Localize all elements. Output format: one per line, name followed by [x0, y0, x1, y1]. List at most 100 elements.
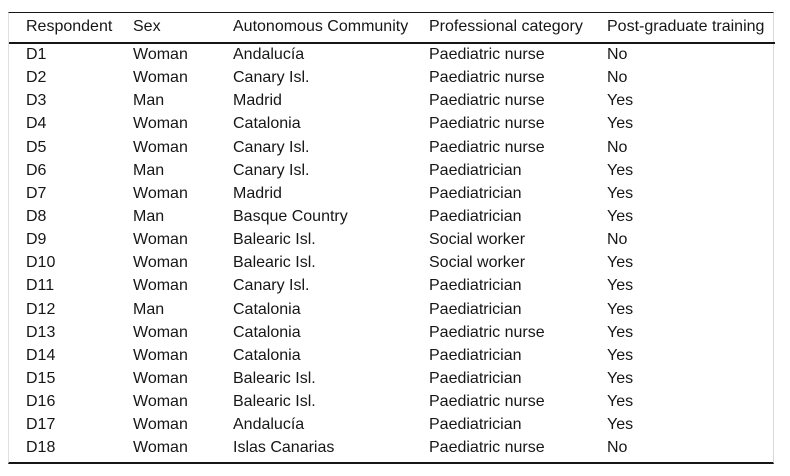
- table-cell: Man: [133, 208, 165, 226]
- table-cell: Woman: [133, 277, 188, 295]
- table-cell: Woman: [133, 323, 188, 341]
- table-cell: Man: [133, 161, 165, 179]
- table-cell: Yes: [607, 300, 634, 318]
- table-row: D5 Woman Canary Isl. Paediatric nurse No: [9, 136, 775, 159]
- table-cell: Paediatric nurse: [429, 69, 545, 87]
- table-cell: Woman: [133, 46, 188, 64]
- table-cell: No: [607, 138, 628, 156]
- table-cell: Balearic Isl.: [233, 254, 316, 272]
- table-cell: D6: [26, 161, 47, 179]
- table-cell: Balearic Isl.: [233, 393, 316, 411]
- table-cell: D14: [26, 346, 56, 364]
- table-row: D7 Woman Madrid Paediatrician Yes: [9, 182, 775, 205]
- table-cell: D15: [26, 370, 56, 388]
- table-cell: Paediatric nurse: [429, 138, 545, 156]
- table-cell: Social worker: [429, 231, 526, 249]
- table-cell: Man: [133, 300, 165, 318]
- table-cell: Social worker: [429, 254, 526, 272]
- table-cell: D13: [26, 323, 56, 341]
- table-cell: Paediatrician: [429, 161, 522, 179]
- table-cell: Paediatric nurse: [429, 92, 545, 110]
- table-row: D9 Woman Balearic Isl. Social worker No: [9, 229, 775, 252]
- table-cell: No: [607, 69, 628, 87]
- table-cell: No: [607, 231, 628, 249]
- table-cell: D12: [26, 300, 56, 318]
- table-row: D15 Woman Balearic Isl. Paediatrician Yes: [9, 367, 775, 390]
- table-row: D12 Man Catalonia Paediatrician Yes: [9, 298, 775, 321]
- table-cell: Woman: [133, 254, 188, 272]
- table-cell: No: [607, 439, 628, 457]
- table-cell: Paediatrician: [429, 370, 522, 388]
- table-cell: Woman: [133, 138, 188, 156]
- table-cell: Yes: [607, 277, 634, 295]
- column-header: Respondent: [9, 13, 133, 44]
- table-cell: Paediatric nurse: [429, 439, 545, 457]
- table-cell: Yes: [607, 184, 634, 202]
- table-cell: Paediatric nurse: [429, 393, 545, 411]
- table-cell: No: [607, 46, 628, 64]
- table-cell: Woman: [133, 346, 188, 364]
- table-row: D17 Woman Andalucía Paediatrician Yes: [9, 414, 775, 437]
- table-cell: Yes: [607, 254, 634, 272]
- table-row: D14 Woman Catalonia Paediatrician Yes: [9, 344, 775, 367]
- table-cell: Yes: [607, 208, 634, 226]
- table-row: D3 Man Madrid Paediatric nurse Yes: [9, 90, 775, 113]
- table-cell: Woman: [133, 231, 188, 249]
- table-row: D18 Woman Islas Canarias Paediatric nurse No: [9, 437, 775, 460]
- table-cell: D9: [26, 231, 47, 249]
- table-cell: Catalonia: [233, 115, 301, 133]
- table-cell: Woman: [133, 439, 188, 457]
- table-cell: Catalonia: [233, 300, 301, 318]
- table-cell: Woman: [133, 393, 188, 411]
- table-cell: Yes: [607, 393, 634, 411]
- table-cell: D1: [26, 46, 47, 64]
- respondents-table-container: Respondent Sex Autonomous Community Profess…: [8, 12, 775, 464]
- table-cell: Madrid: [233, 184, 282, 202]
- table-cell: Paediatric nurse: [429, 46, 545, 64]
- column-header: Sex: [133, 13, 233, 44]
- table-cell: D4: [26, 115, 47, 133]
- table-row: D6 Man Canary Isl. Paediatrician Yes: [9, 159, 775, 182]
- table-cell: Balearic Isl.: [233, 370, 316, 388]
- table-cell: Islas Canarias: [233, 439, 335, 457]
- table-row: D2 Woman Canary Isl. Paediatric nurse No: [9, 67, 775, 90]
- table-cell: Basque Country: [233, 208, 348, 226]
- table-cell: Woman: [133, 184, 188, 202]
- table-cell: Paediatrician: [429, 416, 522, 434]
- table-cell: Paediatrician: [429, 300, 522, 318]
- table-cell: Catalonia: [233, 323, 301, 341]
- table-cell: Man: [133, 92, 165, 110]
- table-row: D10 Woman Balearic Isl. Social worker Yes: [9, 252, 775, 275]
- table-cell: D3: [26, 92, 47, 110]
- table-cell: Canary Isl.: [233, 161, 310, 179]
- table-cell: Andalucía: [233, 46, 305, 64]
- table-cell: Yes: [607, 92, 634, 110]
- table-cell: Paediatrician: [429, 277, 522, 295]
- header-row: Respondent Sex Autonomous Community Profess…: [9, 13, 775, 44]
- table-cell: D16: [26, 393, 56, 411]
- table-cell: Woman: [133, 115, 188, 133]
- table-cell: D8: [26, 208, 47, 226]
- table-cell: Yes: [607, 161, 634, 179]
- column-header: Autonomous Community: [233, 13, 429, 44]
- table-row: D8 Man Basque Country Paediatrician Yes: [9, 205, 775, 228]
- table-cell: Canary Isl.: [233, 69, 310, 87]
- respondents-table: Respondent Sex Autonomous Community Profess…: [9, 13, 775, 460]
- column-header: Professional category: [429, 13, 607, 44]
- table-cell: Paediatric nurse: [429, 115, 545, 133]
- table-row: D16 Woman Balearic Isl. Paediatric nurse Yes: [9, 391, 775, 414]
- column-header: Post-graduate training: [607, 13, 775, 44]
- table-cell: Woman: [133, 69, 188, 87]
- table-row: D13 Woman Catalonia Paediatric nurse Yes: [9, 321, 775, 344]
- table-cell: Woman: [133, 370, 188, 388]
- table-row: D4 Woman Catalonia Paediatric nurse Yes: [9, 113, 775, 136]
- table-cell: Andalucía: [233, 416, 305, 434]
- table-cell: D18: [26, 439, 56, 457]
- table-cell: D11: [26, 277, 55, 295]
- table-row: D11 Woman Canary Isl. Paediatrician Yes: [9, 275, 775, 298]
- table-cell: Paediatrician: [429, 346, 522, 364]
- table-cell: Madrid: [233, 92, 282, 110]
- table-cell: Balearic Isl.: [233, 231, 316, 249]
- table-cell: D7: [26, 184, 47, 202]
- table-cell: Yes: [607, 370, 634, 388]
